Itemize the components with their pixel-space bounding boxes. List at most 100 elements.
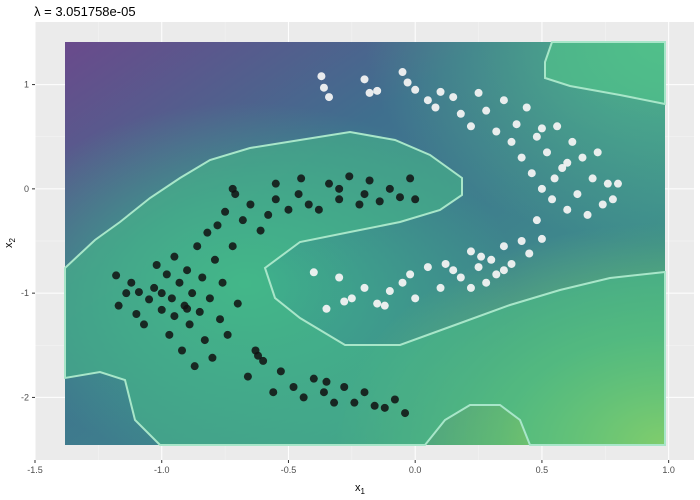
point-light bbox=[492, 127, 501, 136]
point-light bbox=[474, 263, 483, 272]
point-light bbox=[563, 205, 572, 214]
point-dark bbox=[195, 307, 204, 316]
point-light bbox=[319, 83, 328, 92]
point-light bbox=[411, 294, 420, 303]
point-dark bbox=[256, 226, 265, 235]
point-light bbox=[548, 195, 557, 204]
point-light bbox=[449, 266, 458, 275]
point-dark bbox=[380, 403, 389, 412]
point-light bbox=[499, 266, 508, 275]
point-light bbox=[499, 96, 508, 105]
point-light bbox=[568, 137, 577, 146]
point-light bbox=[340, 297, 349, 306]
point-dark bbox=[157, 289, 166, 298]
y-tick-label: 1 bbox=[24, 80, 29, 90]
x-axis-label: x1 bbox=[355, 482, 366, 496]
point-dark bbox=[355, 200, 364, 209]
point-dark bbox=[218, 278, 227, 287]
point-light bbox=[512, 120, 521, 129]
point-dark bbox=[152, 260, 161, 269]
point-light bbox=[583, 210, 592, 219]
point-light bbox=[373, 299, 382, 308]
point-dark bbox=[395, 193, 404, 202]
y-axis-label: x2 bbox=[3, 237, 17, 248]
point-dark bbox=[297, 174, 306, 183]
point-dark bbox=[112, 271, 121, 280]
point-dark bbox=[150, 283, 159, 292]
point-dark bbox=[284, 205, 293, 214]
point-light bbox=[398, 68, 407, 77]
point-dark bbox=[259, 356, 268, 365]
point-dark bbox=[170, 312, 179, 321]
point-light bbox=[441, 259, 450, 268]
point-dark bbox=[322, 377, 331, 386]
point-light bbox=[477, 252, 486, 261]
point-light bbox=[593, 148, 602, 157]
point-light bbox=[360, 283, 369, 292]
x-axis-label-sub: 1 bbox=[361, 487, 366, 496]
point-light bbox=[474, 88, 483, 97]
point-dark bbox=[360, 190, 369, 199]
point-dark bbox=[198, 273, 207, 282]
point-dark bbox=[401, 409, 410, 418]
point-light bbox=[411, 85, 420, 94]
point-dark bbox=[335, 195, 344, 204]
point-light bbox=[537, 184, 546, 193]
point-dark bbox=[233, 299, 242, 308]
point-dark bbox=[216, 315, 225, 324]
point-dark bbox=[134, 288, 143, 297]
point-dark bbox=[271, 195, 280, 204]
point-dark bbox=[411, 195, 420, 204]
point-light bbox=[456, 109, 465, 118]
point-light bbox=[373, 86, 382, 95]
point-dark bbox=[304, 200, 313, 209]
y-tick-label: -2 bbox=[21, 392, 29, 402]
point-light bbox=[578, 153, 587, 162]
point-dark bbox=[335, 184, 344, 193]
point-light bbox=[499, 242, 508, 251]
point-light bbox=[537, 234, 546, 243]
point-light bbox=[456, 273, 465, 282]
point-dark bbox=[294, 190, 303, 199]
points-layer bbox=[112, 68, 622, 418]
point-dark bbox=[340, 383, 349, 391]
point-light bbox=[507, 137, 516, 146]
point-dark bbox=[385, 184, 394, 193]
point-light bbox=[517, 153, 526, 162]
x-axis: -1.5 -1.0 -0.5 0.0 0.5 1.0 bbox=[27, 460, 675, 475]
point-dark bbox=[122, 289, 131, 298]
point-dark bbox=[183, 304, 192, 313]
x-tick-label: -1.5 bbox=[27, 465, 43, 475]
point-dark bbox=[314, 205, 323, 214]
point-dark bbox=[246, 200, 255, 209]
y-tick-label: -1 bbox=[21, 288, 29, 298]
point-dark bbox=[145, 295, 154, 304]
y-axis: -2 -1 0 1 bbox=[21, 80, 35, 402]
point-dark bbox=[289, 383, 298, 391]
point-light bbox=[525, 249, 534, 258]
point-light bbox=[335, 273, 344, 282]
point-light bbox=[558, 164, 567, 172]
point-light bbox=[466, 247, 475, 256]
point-light bbox=[608, 195, 617, 204]
point-dark bbox=[345, 172, 354, 181]
x-tick-label: 1.0 bbox=[662, 465, 675, 475]
point-light bbox=[466, 122, 475, 131]
point-dark bbox=[170, 252, 179, 261]
point-light bbox=[423, 96, 432, 105]
point-light bbox=[522, 103, 531, 112]
point-dark bbox=[185, 320, 194, 329]
x-tick-label: -1.0 bbox=[154, 465, 170, 475]
point-light bbox=[385, 287, 394, 296]
point-dark bbox=[375, 197, 384, 206]
point-light bbox=[573, 190, 582, 199]
point-dark bbox=[205, 294, 214, 303]
point-light bbox=[325, 93, 334, 102]
point-light bbox=[482, 106, 491, 115]
point-dark bbox=[157, 305, 166, 314]
decision-boundary-top-right bbox=[544, 41, 666, 106]
point-dark bbox=[243, 372, 252, 381]
point-light bbox=[487, 255, 496, 264]
y-axis-label-main: x bbox=[3, 242, 15, 248]
